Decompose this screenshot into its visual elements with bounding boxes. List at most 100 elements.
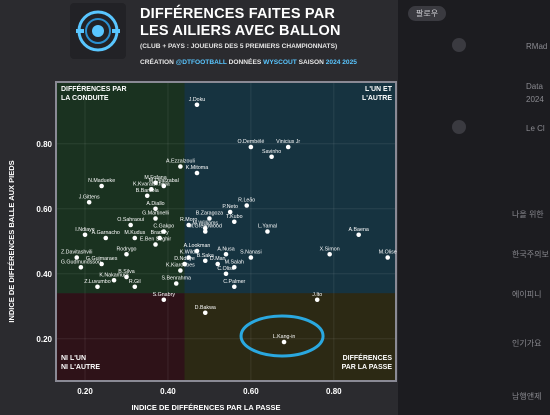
data-point [231,264,237,270]
data-point [231,284,237,290]
point-label: E.Ben Seghir [140,237,171,243]
data-point [132,284,138,290]
point-label: K.Nakamura [99,272,128,278]
point-label: Savinho [262,149,281,155]
point-label: R.Leão [238,198,255,204]
data-point [144,193,150,199]
x-tick-label: 0.80 [326,387,342,396]
point-label: K.Kiaroubes [166,263,195,269]
quadrant-label-top-right: L'UN ET L'AUTRE [362,86,393,102]
sidebar-item-0[interactable]: RMad [526,42,548,51]
point-label: C.Olise [217,266,234,272]
data-point [248,255,254,260]
point-label: J.Doku [189,97,206,103]
sidebar-item-6[interactable]: 에이피니 [512,290,542,299]
data-point [78,264,84,270]
title-line-1: DIFFÉRENCES FAITES PAR [140,6,336,22]
data-point [285,144,291,150]
credits-source: WYSCOUT [263,59,297,66]
point-label: L.Yamal [258,224,277,230]
x-tick-label: 0.40 [160,387,176,396]
data-point [281,339,287,345]
sidebar-item-1[interactable]: Data [526,82,543,91]
point-label: A.Garnacho [92,230,120,236]
data-point [202,225,208,231]
point-label: C.Gakpo [153,224,174,230]
data-point [186,255,191,260]
avatar[interactable] [452,38,466,52]
point-label: J.Ito [312,292,322,298]
highlight-ellipse [239,314,325,358]
quadrant-label-top-right-line: L'UN ET [365,86,393,93]
data-point [99,261,104,267]
data-point [215,261,221,267]
data-point [103,235,109,241]
point-label: A.Diallo [146,201,164,207]
data-point [157,235,162,241]
quadrant-label-top-left: DIFFÉRENCES PAR LA CONDUITE [61,84,127,102]
point-label: S.Benrahma [162,276,191,282]
point-label: P.Neto [222,204,238,210]
data-point [223,271,229,277]
follow-button[interactable]: 팔로우 [408,6,447,21]
quadrant-label-top-left-line: DIFFÉRENCES PAR [61,84,127,93]
data-point [99,183,104,189]
data-point [269,154,274,160]
quadrant-bottom-left [56,293,185,381]
sidebar-item-7[interactable]: 인기가요 [512,339,542,348]
point-label: G.Gudmundsson [61,259,101,265]
y-tick-label: 0.80 [36,140,52,149]
quadrant-label-bottom-left-line: NI L'AUTRE [61,364,100,371]
point-label: M.Salah [225,259,244,265]
point-label: Z.Luvumbo [84,279,111,285]
point-label: R.Gil [129,279,141,285]
sidebar-item-2[interactable]: 2024 [526,95,544,104]
point-label: J.Gittens [79,194,100,200]
data-point [95,284,100,290]
data-point [82,232,88,238]
sidebar-item-3[interactable]: Le Cl [526,124,545,133]
credits-season-value: 2024 2025 [325,59,357,66]
data-point [314,297,320,303]
point-label: B.Saka [197,253,214,259]
quadrant-label-bottom-right: DIFFÉRENCES PAR LA PASSE [342,353,393,371]
data-point [223,251,229,257]
quadrant-label-bottom-right-line: PAR LA PASSE [342,364,393,371]
data-point [111,277,117,283]
point-label: A.Ezzalzouli [166,159,195,165]
subtitle: (CLUB + PAYS : JOUEURS DES 5 PREMIERS CH… [140,43,338,50]
point-label: L.Kang-in [273,334,296,340]
quadrant-label-bottom-left: NI L'UN NI L'AUTRE [61,355,100,371]
point-label: Z.Davitashvili [61,250,93,256]
quadrant-top-right [184,82,396,294]
point-label: R.Moro [180,217,197,223]
data-point [227,209,233,215]
data-point [124,274,129,280]
y-axis-label: INDICE DE DIFFÉRENCES BALLE AUX PIEDS [7,160,16,322]
point-label: N.Madueke [88,178,115,184]
sidebar-item-8[interactable]: 남행앤제 [512,392,542,401]
credits-data: DONNÉES [228,59,262,66]
point-label: M.Greenwood [189,224,222,230]
feed-sidebar [398,0,550,415]
plot-frame [55,81,397,382]
data-point [385,255,391,260]
data-point [194,170,200,176]
data-point [194,248,200,254]
credits-author: @DTFOOTBALL [175,59,227,66]
sidebar-item-5[interactable]: 한국주의보 [512,250,549,259]
data-point [248,144,254,150]
point-label: A.Baena [349,227,369,233]
point-label: M.Fofana [144,175,166,181]
data-point [153,242,158,247]
data-point [161,297,167,303]
dtfootball-logo-icon [70,3,126,59]
point-label: G.Guimaraes [86,256,118,262]
data-point [178,164,183,169]
data-point [153,180,158,186]
point-label: M.Olise [379,250,397,256]
avatar[interactable] [452,120,466,134]
sidebar-item-4[interactable]: 나올 위한 [512,210,544,219]
x-tick-label: 0.60 [243,387,259,396]
quadrant-label-bottom-left-line: NI L'UN [61,355,86,362]
